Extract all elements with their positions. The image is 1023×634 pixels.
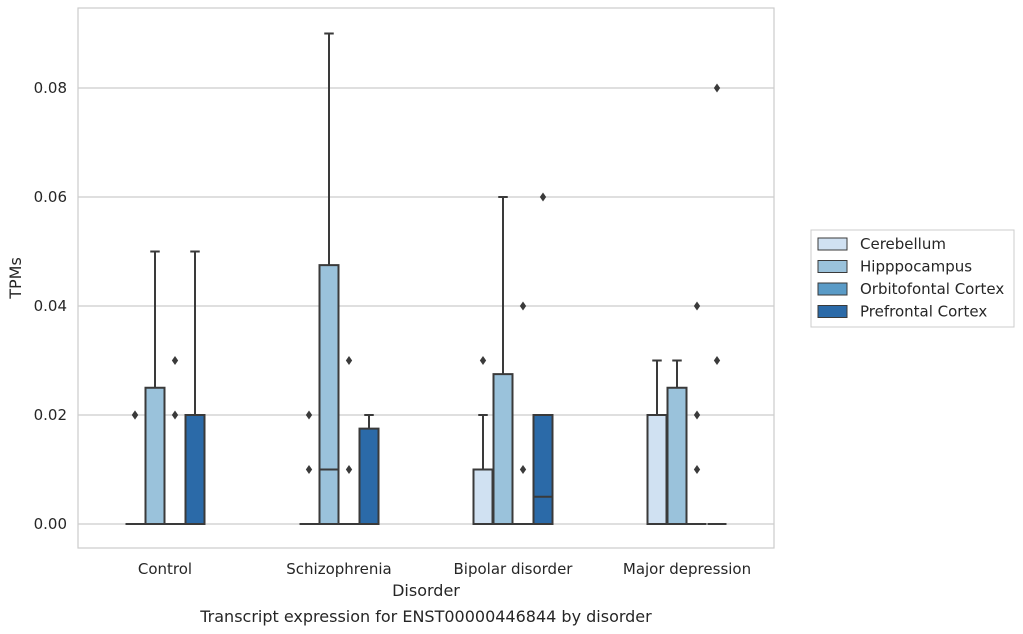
box-groups [125, 32, 727, 525]
outlier-point [693, 301, 701, 311]
outlier-point [519, 301, 527, 311]
outlier-point [519, 465, 527, 474]
box [646, 414, 668, 525]
outlier-point [305, 465, 313, 474]
legend-label: Orbitofontal Cortex [860, 280, 1004, 298]
box [532, 414, 554, 525]
box-group-1 [299, 32, 380, 525]
y-axis-title: TPMs [6, 257, 25, 300]
outlier-point [345, 465, 353, 474]
legend-label: Cerebellum [860, 235, 946, 253]
outlier-point [713, 356, 721, 365]
box [184, 414, 206, 525]
outlier-point [131, 410, 139, 420]
box [144, 386, 166, 525]
box [358, 427, 380, 525]
y-tick-labels: 0.00 0.02 0.04 0.06 0.08 [34, 79, 67, 533]
legend-label: Hipppocampus [860, 258, 972, 276]
outlier-point [539, 192, 547, 202]
x-axis-title: Disorder [392, 581, 460, 600]
outlier-point [305, 410, 313, 420]
x-tick-label: Schizophrenia [286, 560, 391, 578]
legend-swatch [817, 305, 848, 318]
legend-swatch [817, 260, 848, 273]
box-group-0 [125, 250, 206, 525]
legend-label: Prefrontal Cortex [860, 303, 987, 321]
outlier-point [171, 356, 179, 365]
chart-caption: Transcript expression for ENST0000044684… [199, 607, 652, 626]
legend-swatch [817, 282, 848, 296]
outlier-point [713, 83, 721, 93]
outlier-point [693, 410, 701, 420]
legend-swatch [817, 237, 848, 251]
x-tick-labels: Control Schizophrenia Bipolar disorder Majo… [138, 560, 751, 578]
plot-frame [77, 7, 775, 549]
outlier-point [171, 410, 179, 420]
y-tick-label: 0.02 [34, 406, 67, 424]
x-tick-label: Control [138, 560, 192, 578]
y-tick-label: 0.08 [34, 79, 67, 97]
box [492, 373, 514, 525]
outlier-point [345, 356, 353, 365]
box [666, 386, 688, 525]
outlier-point [479, 356, 487, 365]
y-tick-label: 0.04 [34, 297, 67, 315]
box-group-2 [472, 192, 554, 525]
legend: Cerebellum Hipppocampus Orbitofontal Corte… [810, 229, 1015, 328]
y-tick-label: 0.00 [34, 515, 67, 533]
x-tick-label: Bipolar disorder [454, 560, 574, 578]
x-tick-label: Major depression [623, 560, 751, 578]
box [472, 468, 494, 525]
y-tick-label: 0.06 [34, 188, 67, 206]
box [318, 264, 340, 525]
outlier-point [693, 465, 701, 474]
box-group-3 [646, 83, 727, 525]
